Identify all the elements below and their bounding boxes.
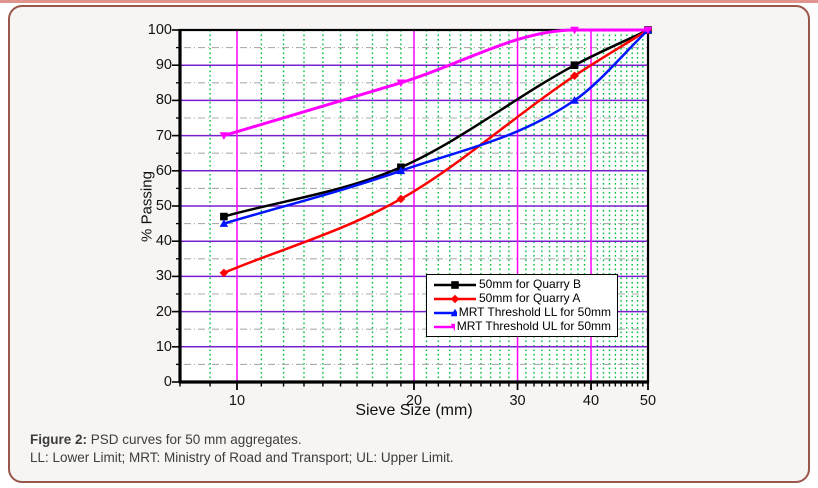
- y-tick-label: 30: [155, 268, 172, 285]
- legend-label: 50mm for Quarry B: [479, 277, 582, 291]
- marker-triangle-down: [396, 79, 406, 88]
- top-divider: [0, 0, 818, 3]
- marker-diamond: [396, 194, 406, 204]
- caption-line-1: Figure 2: PSD curves for 50 mm aggregate…: [30, 431, 770, 449]
- x-tick-label: 10: [228, 393, 246, 409]
- marker-triangle-down: [219, 132, 229, 140]
- figure-caption: Figure 2: PSD curves for 50 mm aggregate…: [30, 431, 770, 466]
- marker-triangle-up: [570, 96, 579, 104]
- y-tick-label: 50: [155, 198, 172, 214]
- y-tick-label: 80: [155, 92, 172, 109]
- caption-text: PSD curves for 50 mm aggregates.: [87, 432, 302, 447]
- marker-square: [451, 280, 459, 289]
- x-tick-label: 20: [405, 393, 423, 409]
- marker-triangle-up: [450, 308, 457, 316]
- marker-triangle-up: [396, 166, 406, 175]
- marker-triangle-down: [570, 26, 579, 35]
- y-axis-title: % Passing: [138, 171, 156, 242]
- legend-item: MRT Threshold LL for 50mm: [433, 306, 611, 319]
- legend-line-sample: [434, 323, 455, 331]
- legend-line-sample: [434, 294, 476, 303]
- marker-triangle-up: [219, 219, 229, 227]
- caption-label: Figure 2:: [30, 432, 88, 447]
- marker-square: [220, 212, 228, 221]
- marker-triangle-down: [643, 26, 653, 35]
- x-tick-label: 50: [639, 393, 657, 409]
- series-line: [222, 28, 650, 275]
- legend-item: 50mm for Quarry A: [433, 292, 611, 305]
- legend-label: 50mm for Quarry A: [479, 291, 581, 305]
- y-tick-label: 90: [155, 57, 172, 74]
- y-tick-label: 10: [155, 338, 172, 355]
- legend: 50mm for Quarry B 50mm for Quarry A MRT Th…: [426, 274, 618, 337]
- marker-diamond: [219, 268, 229, 278]
- marker-square: [570, 61, 579, 69]
- y-tick-label: 100: [147, 22, 172, 38]
- y-tick-label: 40: [155, 233, 172, 250]
- legend-label: MRT Threshold LL for 50mm: [458, 305, 611, 319]
- x-tick-label: 40: [582, 393, 600, 409]
- y-tick-label: 60: [155, 162, 172, 179]
- legend-label: MRT Threshold UL for 50mm: [456, 319, 611, 333]
- y-tick-label: 0: [163, 374, 172, 390]
- x-tick-label: 30: [509, 393, 526, 409]
- legend-item: MRT Threshold UL for 50mm: [433, 320, 611, 333]
- x-axis-title: Sieve Size (mm): [355, 402, 473, 419]
- series-line: [222, 28, 650, 225]
- marker-diamond: [450, 294, 460, 303]
- legend-line-sample: [434, 280, 476, 289]
- y-tick-label: 20: [155, 303, 172, 320]
- caption-definitions: LL: Lower Limit; MRT: Ministry of Road a…: [30, 449, 454, 465]
- series-line: [222, 28, 650, 138]
- legend-line-sample: [434, 308, 457, 316]
- series-line: [222, 28, 650, 218]
- y-tick-label: 70: [155, 127, 172, 144]
- legend-item: 50mm for Quarry B: [433, 278, 611, 291]
- marker-diamond: [570, 71, 579, 81]
